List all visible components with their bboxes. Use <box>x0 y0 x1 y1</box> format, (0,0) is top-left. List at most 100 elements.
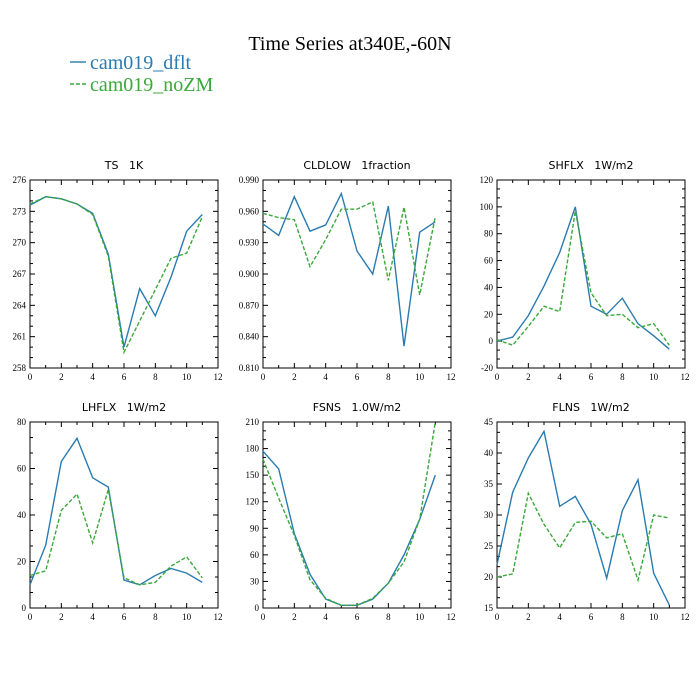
panel-cldlow: CLDLOW 1fraction 0 2 4 6 8 10 12 0.810 0.840 0.870… <box>239 159 456 382</box>
panel-title-flns: FLNS 1W/m2 <box>552 401 629 414</box>
x-tick-label: 12 <box>447 372 456 382</box>
y-tick-label: 180 <box>246 444 260 454</box>
x-tick-label: 6 <box>589 372 594 382</box>
y-tick-label: 30 <box>250 576 260 586</box>
y-tick-label: 60 <box>250 550 260 560</box>
y-tick-label: 40 <box>484 448 494 458</box>
y-tick-label: 0 <box>489 336 494 346</box>
plot-frame-fsns <box>262 421 452 609</box>
series-line-nozm-ts <box>29 195 203 355</box>
x-tick-label: 6 <box>355 372 360 382</box>
x-tick-label: 8 <box>153 372 158 382</box>
x-tick-label: 10 <box>182 372 192 382</box>
x-tick-label: 10 <box>415 612 425 622</box>
x-tick-label: 2 <box>526 612 531 622</box>
y-tick-label: 0 <box>255 603 260 613</box>
series-line-dflt-shflx <box>496 206 670 350</box>
y-tick-label: 25 <box>484 541 494 551</box>
x-tick-label: 0 <box>28 372 33 382</box>
x-tick-label: 2 <box>59 612 64 622</box>
series-line-dflt-cldlow <box>262 191 436 347</box>
panel-title-shflx: SHFLX 1W/m2 <box>548 159 633 172</box>
panel-title-cldlow: CLDLOW 1fraction <box>303 159 410 172</box>
y-tick-label: 20 <box>484 309 494 319</box>
x-tick-label: 2 <box>292 612 297 622</box>
y-tick-label: 210 <box>246 417 260 427</box>
chart-panels: TS 1K0 2 4 6 8 10 12258261264267270273276CLDLO… <box>13 159 690 622</box>
y-tick-label: 20 <box>17 557 27 567</box>
x-tick-label: 4 <box>90 372 95 382</box>
y-tick-label: 90 <box>250 523 260 533</box>
y-tick-label: 60 <box>484 256 494 266</box>
y-tick-label: 0 <box>22 603 27 613</box>
x-tick-label: 12 <box>681 372 690 382</box>
y-tick-label: 261 <box>13 332 27 342</box>
y-tick-label: 30 <box>484 510 494 520</box>
y-tick-label: 150 <box>246 470 260 480</box>
x-tick-label: 0 <box>261 612 266 622</box>
y-tick-label: 40 <box>17 510 27 520</box>
y-tick-label: 120 <box>480 175 494 185</box>
y-tick-label: 0.960 <box>239 206 260 216</box>
x-tick-label: 8 <box>620 612 625 622</box>
x-tick-label: 8 <box>386 612 391 622</box>
x-tick-label: 6 <box>122 612 127 622</box>
y-tick-label: 45 <box>484 417 494 427</box>
y-tick-label: 0.840 <box>239 332 260 342</box>
series-line-dflt-fsns <box>262 450 436 606</box>
y-tick-label: 0.810 <box>239 363 260 373</box>
plot-frame-ts <box>29 179 219 369</box>
y-tick-label: 80 <box>17 417 27 427</box>
x-tick-label: 10 <box>649 372 659 382</box>
legend: cam019_dflt cam019_noZM <box>70 52 214 96</box>
series-line-nozm-fsns <box>262 421 436 606</box>
y-tick-label: 0.930 <box>239 238 260 248</box>
y-tick-label: 267 <box>13 269 27 279</box>
y-tick-label: -20 <box>481 363 493 373</box>
y-tick-label: 258 <box>13 363 27 373</box>
y-tick-label: 60 <box>17 464 27 474</box>
x-tick-label: 2 <box>526 372 531 382</box>
y-tick-label: 0.870 <box>239 300 260 310</box>
legend-label-nozm: cam019_noZM <box>90 74 214 96</box>
y-tick-label: 100 <box>480 202 494 212</box>
series-line-nozm-lhflx <box>29 489 203 586</box>
x-tick-label: 6 <box>122 372 127 382</box>
x-tick-label: 12 <box>681 612 690 622</box>
series-line-dflt-ts <box>29 195 203 348</box>
y-tick-label: 120 <box>246 497 260 507</box>
x-tick-label: 2 <box>292 372 297 382</box>
x-tick-label: 6 <box>589 612 594 622</box>
x-tick-label: 0 <box>261 372 266 382</box>
x-tick-label: 12 <box>214 612 223 622</box>
x-tick-label: 10 <box>182 612 192 622</box>
x-tick-label: 4 <box>557 612 562 622</box>
panel-title-ts: TS 1K <box>104 159 144 172</box>
y-tick-label: 273 <box>13 206 27 216</box>
x-tick-label: 10 <box>415 372 425 382</box>
y-tick-label: 0.990 <box>239 175 260 185</box>
x-tick-label: 8 <box>386 372 391 382</box>
plot-frame-cldlow <box>262 179 452 369</box>
x-tick-label: 10 <box>649 612 659 622</box>
x-tick-label: 8 <box>620 372 625 382</box>
y-tick-label: 15 <box>484 603 494 613</box>
series-line-dflt-flns <box>496 429 670 606</box>
series-line-nozm-flns <box>496 491 670 583</box>
x-tick-label: 6 <box>355 612 360 622</box>
series-line-nozm-cldlow <box>262 200 436 296</box>
y-tick-label: 0.900 <box>239 269 260 279</box>
x-tick-label: 0 <box>495 372 500 382</box>
y-tick-label: 264 <box>13 300 27 310</box>
x-tick-label: 0 <box>495 612 500 622</box>
x-tick-label: 12 <box>447 612 456 622</box>
figure-title: Time Series at340E,-60N <box>248 33 451 55</box>
panel-flns: FLNS 1W/m2 0 2 4 6 8 10 12 15 20 25 30 35 40 45 <box>484 401 690 622</box>
y-tick-label: 20 <box>484 572 494 582</box>
x-tick-label: 4 <box>323 612 328 622</box>
panel-ts: TS 1K 0 2 4 6 8 10 12 258 261 264 267 270 273 276 <box>13 159 223 382</box>
x-tick-label: 4 <box>557 372 562 382</box>
